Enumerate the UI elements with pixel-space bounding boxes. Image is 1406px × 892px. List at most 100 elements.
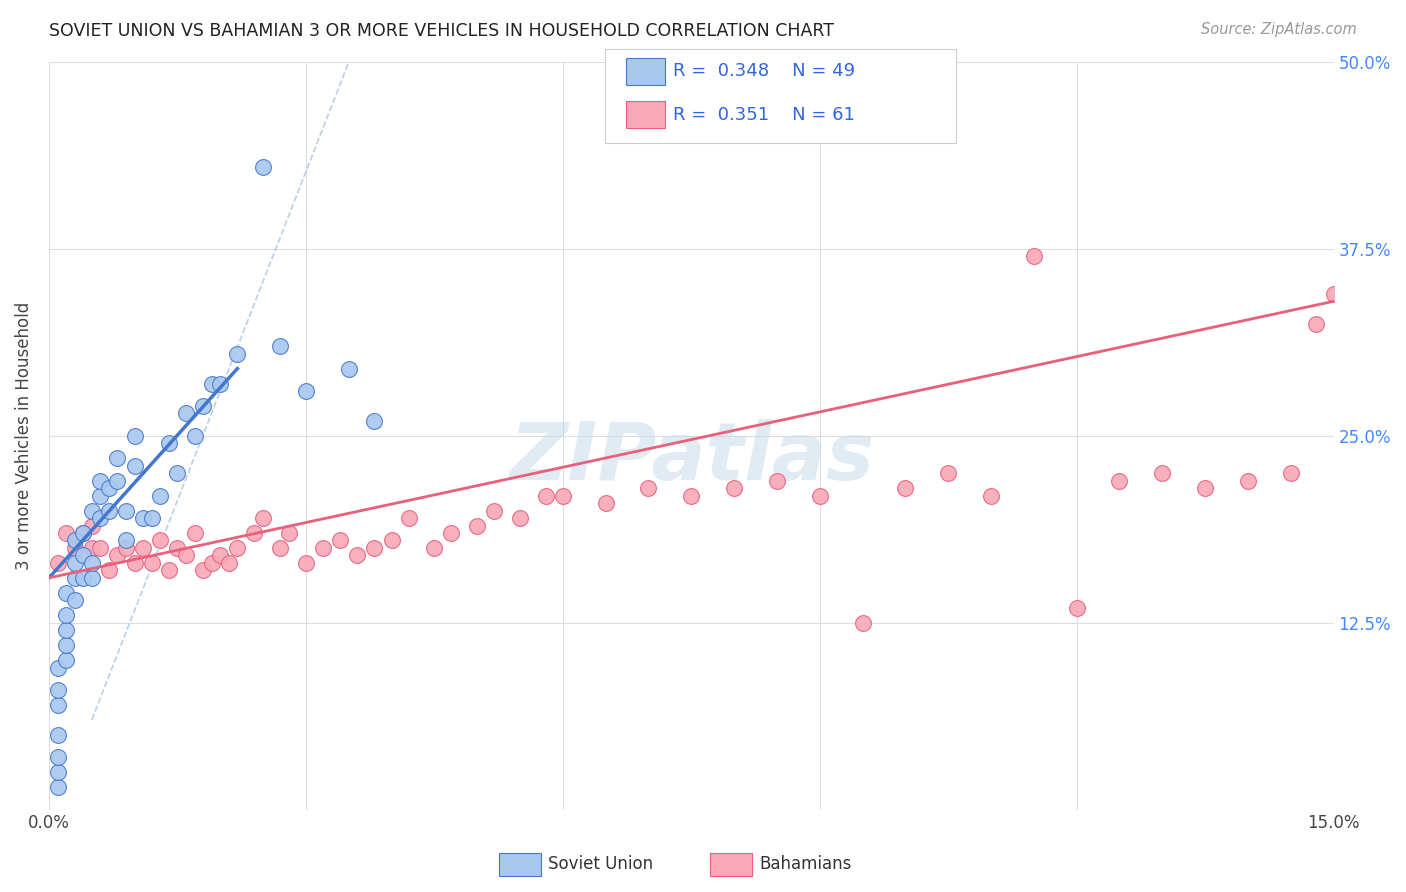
Text: SOVIET UNION VS BAHAMIAN 3 OR MORE VEHICLES IN HOUSEHOLD CORRELATION CHART: SOVIET UNION VS BAHAMIAN 3 OR MORE VEHIC…: [49, 22, 834, 40]
Point: [398, 511, 420, 525]
Text: Bahamians: Bahamians: [759, 855, 852, 873]
Point: [329, 533, 352, 548]
Point: [63, 556, 86, 570]
Point: [157, 563, 180, 577]
Point: [124, 429, 146, 443]
Point: [63, 533, 86, 548]
Point: [226, 346, 249, 360]
Point: [72, 526, 94, 541]
Point: [72, 526, 94, 541]
Point: [80, 503, 103, 517]
Point: [166, 467, 188, 481]
Point: [534, 489, 557, 503]
Point: [440, 526, 463, 541]
Point: [723, 481, 745, 495]
Point: [124, 556, 146, 570]
Point: [201, 376, 224, 391]
Point: [295, 384, 318, 398]
Point: [183, 526, 205, 541]
Point: [1340, 257, 1362, 271]
Point: [55, 638, 77, 652]
Point: [980, 489, 1002, 503]
Point: [595, 496, 617, 510]
Point: [174, 406, 197, 420]
Point: [1279, 467, 1302, 481]
Point: [157, 436, 180, 450]
Point: [209, 549, 232, 563]
Point: [115, 533, 138, 548]
Point: [141, 511, 163, 525]
Point: [337, 361, 360, 376]
Point: [55, 526, 77, 541]
Point: [851, 615, 873, 630]
Point: [107, 451, 129, 466]
Text: R =  0.348    N = 49: R = 0.348 N = 49: [673, 62, 856, 80]
Point: [115, 503, 138, 517]
Point: [97, 503, 120, 517]
Point: [46, 698, 69, 712]
Point: [551, 489, 574, 503]
Point: [243, 526, 266, 541]
Point: [55, 608, 77, 623]
Point: [465, 518, 488, 533]
Point: [132, 541, 155, 555]
Point: [55, 653, 77, 667]
Point: [80, 556, 103, 570]
Point: [1108, 474, 1130, 488]
Point: [46, 660, 69, 674]
Point: [183, 429, 205, 443]
Y-axis label: 3 or more Vehicles in Household: 3 or more Vehicles in Household: [15, 301, 32, 570]
Point: [209, 376, 232, 391]
Point: [1305, 317, 1327, 331]
Point: [681, 489, 703, 503]
Text: ZIPatlas: ZIPatlas: [509, 419, 873, 497]
Point: [201, 556, 224, 570]
Point: [80, 518, 103, 533]
Point: [89, 511, 111, 525]
Point: [637, 481, 659, 495]
Point: [141, 556, 163, 570]
Point: [277, 526, 299, 541]
Point: [1322, 286, 1344, 301]
Point: [72, 571, 94, 585]
Point: [132, 511, 155, 525]
Point: [80, 541, 103, 555]
Point: [191, 399, 214, 413]
Point: [97, 481, 120, 495]
Point: [766, 474, 789, 488]
Point: [46, 728, 69, 742]
Point: [63, 571, 86, 585]
Point: [252, 160, 274, 174]
Point: [312, 541, 335, 555]
Text: R =  0.351    N = 61: R = 0.351 N = 61: [673, 106, 855, 124]
Point: [46, 682, 69, 697]
Point: [363, 541, 385, 555]
Point: [509, 511, 531, 525]
Text: Source: ZipAtlas.com: Source: ZipAtlas.com: [1201, 22, 1357, 37]
Point: [124, 458, 146, 473]
Point: [363, 414, 385, 428]
Point: [226, 541, 249, 555]
Point: [63, 541, 86, 555]
Point: [149, 489, 172, 503]
Point: [46, 765, 69, 780]
Point: [80, 571, 103, 585]
Point: [380, 533, 402, 548]
Point: [1022, 250, 1045, 264]
Point: [191, 563, 214, 577]
Point: [97, 563, 120, 577]
Point: [107, 474, 129, 488]
Point: [1152, 467, 1174, 481]
Point: [218, 556, 240, 570]
Point: [107, 549, 129, 563]
Point: [46, 556, 69, 570]
Point: [808, 489, 831, 503]
Point: [55, 623, 77, 637]
Point: [63, 593, 86, 607]
Point: [1066, 600, 1088, 615]
Point: [484, 503, 506, 517]
Point: [295, 556, 318, 570]
Point: [89, 541, 111, 555]
Point: [115, 541, 138, 555]
Point: [89, 474, 111, 488]
